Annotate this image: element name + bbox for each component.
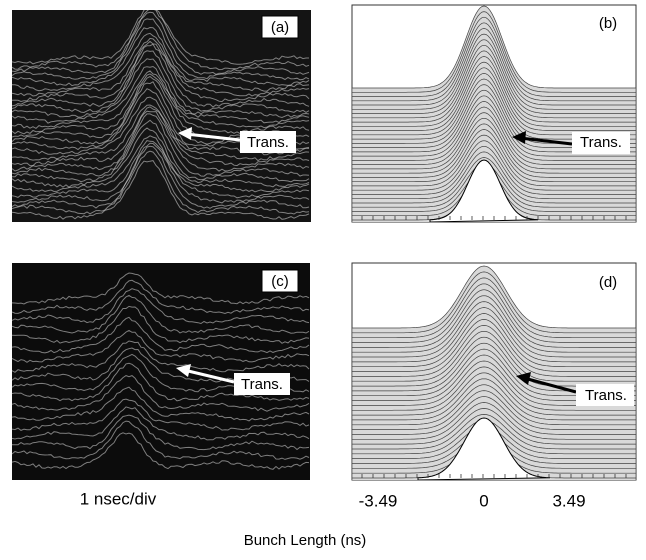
trace xyxy=(12,420,310,460)
trace xyxy=(12,50,310,114)
trace xyxy=(417,417,551,480)
annotation: Trans. xyxy=(247,134,289,151)
trace xyxy=(12,305,310,344)
arrow-b xyxy=(512,131,630,154)
trace xyxy=(12,10,309,65)
tick-label: -3.49 xyxy=(359,491,398,510)
trace xyxy=(12,10,310,71)
trace xyxy=(12,329,310,363)
trace xyxy=(12,272,310,305)
panel-label: (b) xyxy=(599,15,617,32)
trace xyxy=(12,32,310,92)
trace xyxy=(12,432,310,470)
trace xyxy=(12,398,310,431)
trace xyxy=(12,40,310,103)
traces-b xyxy=(352,5,636,222)
trace xyxy=(12,106,310,167)
trace xyxy=(12,119,310,183)
trace xyxy=(12,140,310,199)
trace xyxy=(12,110,310,172)
trace xyxy=(12,362,310,402)
trace xyxy=(12,43,310,108)
trace xyxy=(12,288,310,325)
trace xyxy=(12,11,310,75)
annotation: Trans. xyxy=(580,134,622,151)
annotation: Trans. xyxy=(241,376,283,393)
tick-label: 3.49 xyxy=(552,491,585,510)
trace xyxy=(12,414,310,451)
trace xyxy=(12,142,310,204)
trace xyxy=(12,26,310,87)
trace xyxy=(12,70,310,130)
trace xyxy=(12,160,310,220)
panel-label: (c) xyxy=(271,273,289,290)
arrow-d xyxy=(516,372,634,406)
trace xyxy=(12,135,310,193)
trace xyxy=(12,150,310,215)
label-box xyxy=(261,15,299,39)
trace xyxy=(12,73,310,135)
trace xyxy=(12,65,310,124)
trace xyxy=(12,406,310,441)
trace xyxy=(12,279,310,315)
annotation: Trans. xyxy=(585,387,627,404)
label-box xyxy=(261,269,299,293)
trace xyxy=(12,294,310,334)
trace xyxy=(12,127,310,188)
axis-note: 1 nsec/div xyxy=(80,489,157,508)
trace xyxy=(429,159,539,222)
trace xyxy=(12,18,310,81)
arrow-a xyxy=(178,127,296,153)
trace xyxy=(12,340,310,373)
trace xyxy=(12,145,310,209)
panel-label: (d) xyxy=(599,274,617,291)
trace xyxy=(12,37,310,97)
trace xyxy=(12,316,310,354)
arrow-c xyxy=(176,364,290,395)
axis-title: Bunch Length (ns) xyxy=(244,532,367,549)
trace xyxy=(12,113,310,177)
tick-label: 0 xyxy=(479,491,488,510)
trace xyxy=(12,375,310,412)
traces-d xyxy=(352,265,636,480)
trace xyxy=(12,58,310,119)
trace xyxy=(12,386,310,422)
panel-label: (a) xyxy=(271,19,289,36)
